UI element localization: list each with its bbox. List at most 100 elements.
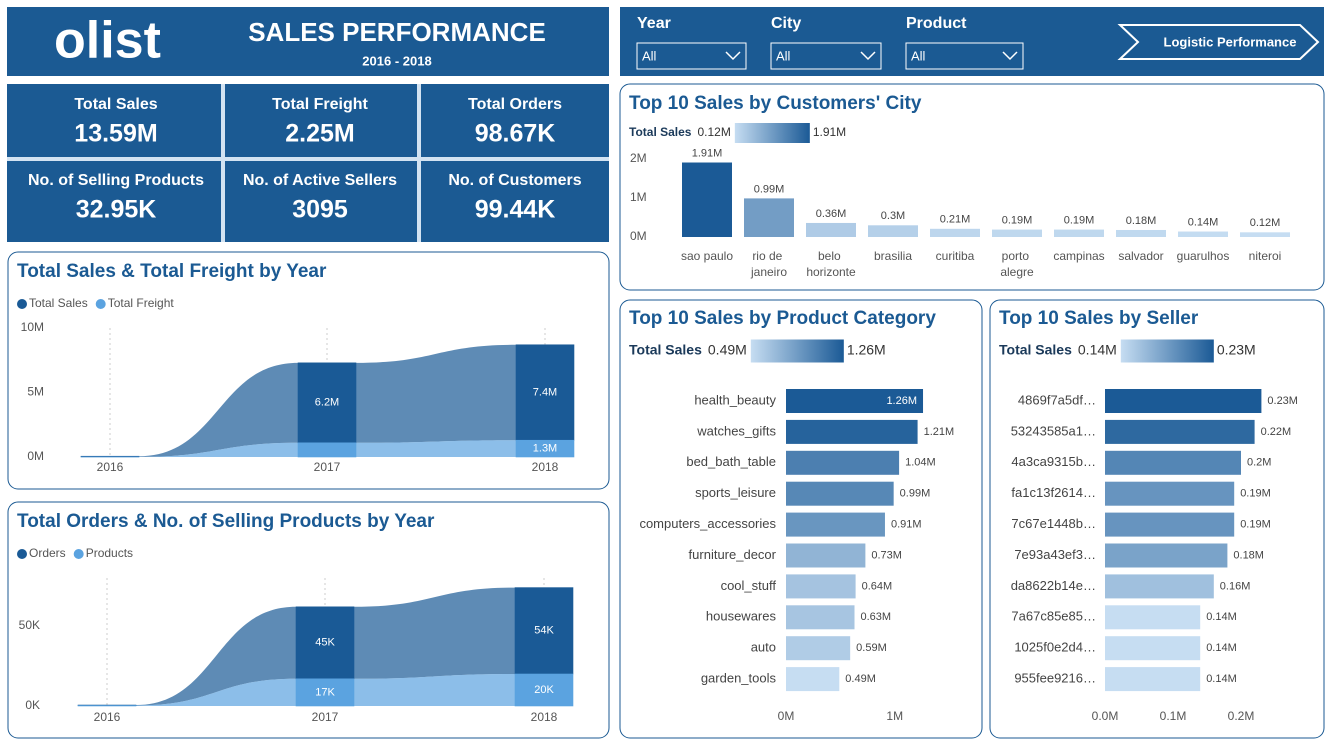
x-tick-label: curitiba — [936, 249, 975, 263]
legend-marker — [17, 549, 27, 559]
data-label: 0.3M — [881, 210, 905, 222]
label-line: rio de — [752, 249, 785, 263]
kpi-value: 32.95K — [76, 196, 157, 224]
kpi-value: 2.25M — [285, 120, 354, 148]
nav-button-label[interactable]: Logistic Performance — [1164, 34, 1297, 49]
bar — [786, 450, 900, 475]
data-label: 1.21M — [924, 426, 955, 438]
label-line: belo — [818, 249, 844, 263]
bar-segment — [515, 439, 575, 458]
x-tick-label: 0.2M — [1228, 709, 1255, 723]
filter-bar — [620, 7, 1324, 76]
x-tick-label: niteroi — [1249, 249, 1282, 263]
color-scale-title: Total Sales — [629, 342, 702, 358]
color-scale-min: 0.49M — [708, 342, 747, 358]
filter-dropdown[interactable] — [770, 42, 882, 70]
data-label: 0.73M — [871, 549, 902, 561]
x-tick-label: 2018 — [531, 710, 558, 724]
legend-label: Products — [86, 546, 133, 560]
category-label: 4869f7a5df… — [1018, 392, 1096, 407]
bar — [786, 543, 866, 568]
kpi-label: No. of Customers — [448, 172, 581, 189]
bar — [786, 481, 894, 506]
x-tick-label: 2017 — [314, 460, 341, 474]
bar-segment — [514, 673, 574, 707]
kpi-label: No. of Active Sellers — [243, 172, 397, 189]
legend-label: Total Freight — [108, 296, 175, 310]
data-label: 0.16M — [1220, 580, 1251, 592]
bar — [786, 667, 840, 692]
data-label: 45K — [315, 637, 335, 649]
category-label: 1025f0e2d4… — [1014, 640, 1096, 655]
filter-value: All — [642, 48, 657, 63]
data-label: 0.12M — [1250, 217, 1281, 229]
category-label: computers_accessories — [639, 516, 776, 531]
category-label: housewares — [706, 609, 777, 624]
y-tick-label: 5M — [27, 385, 44, 399]
category-label: fa1c13f2614… — [1011, 485, 1096, 500]
data-label: 1.91M — [692, 147, 723, 159]
ribbon — [139, 362, 298, 457]
nav-button-shape[interactable] — [1117, 24, 1320, 60]
label-line: porto — [1002, 249, 1033, 263]
bar — [786, 605, 855, 630]
data-label: 0.36M — [816, 208, 847, 220]
legend-marker — [95, 299, 106, 309]
bar — [1105, 574, 1214, 599]
chart-title: Total Orders & No. of Selling Products b… — [17, 511, 435, 532]
dropdown-chevron — [1002, 51, 1018, 61]
color-scale-bar — [750, 339, 844, 363]
ribbon — [136, 606, 296, 706]
data-label: 1.26M — [886, 395, 917, 407]
x-tick-label: belo horizonte — [806, 249, 856, 279]
bar — [786, 574, 856, 599]
category-label: bed_bath_table — [686, 454, 776, 469]
bar-segment — [514, 587, 574, 675]
data-label: 1.3M — [533, 443, 557, 455]
data-label: 0.14M — [1188, 216, 1219, 228]
data-label: 0.64M — [862, 580, 893, 592]
x-tick-label: porto alegre — [1000, 249, 1034, 279]
data-label: 0.18M — [1233, 549, 1264, 561]
label-line: horizonte — [806, 265, 856, 279]
x-tick-label: 0.0M — [1092, 709, 1119, 723]
bar — [786, 419, 918, 444]
color-scale-min: 0.14M — [1078, 342, 1117, 358]
data-label: 0.14M — [1206, 642, 1237, 654]
data-label: 6.2M — [315, 397, 339, 409]
kpi-label: Total Freight — [272, 96, 368, 113]
category-label: watches_gifts — [696, 423, 776, 438]
filter-label: City — [771, 15, 801, 32]
y-tick-label: 10M — [21, 320, 44, 334]
header-background — [7, 7, 609, 76]
filter-dropdown[interactable] — [905, 42, 1024, 70]
bar — [1105, 667, 1201, 692]
bar — [1105, 419, 1255, 444]
chart-title: Top 10 Sales by Customers' City — [629, 93, 922, 114]
x-tick-label: salvador — [1118, 249, 1163, 263]
data-label: 0.2M — [1247, 457, 1271, 469]
color-scale-min: 0.12M — [697, 125, 730, 139]
data-label: 1.04M — [905, 457, 936, 469]
x-tick-label: 1M — [886, 709, 903, 723]
x-tick-label: campinas — [1053, 249, 1104, 263]
category-label: 955fee9216… — [1014, 671, 1096, 686]
bar — [930, 228, 980, 237]
data-label: 54K — [534, 625, 554, 637]
color-scale-title: Total Sales — [999, 342, 1072, 358]
data-label: 0.59M — [856, 642, 887, 654]
bar-segment — [295, 678, 355, 707]
data-label: 0.19M — [1064, 214, 1095, 226]
dashboard-subtitle: 2016 - 2018 — [362, 53, 431, 68]
bar — [744, 198, 794, 237]
filter-dropdown[interactable] — [636, 42, 747, 70]
category-label: 7e93a43ef3… — [1014, 547, 1096, 562]
data-label: 0.63M — [861, 611, 892, 623]
data-label: 0.22M — [1261, 426, 1292, 438]
chart-title: Total Sales & Total Freight by Year — [17, 261, 327, 282]
bar-segment — [297, 442, 357, 458]
bar — [1105, 605, 1201, 630]
kpi-value: 99.44K — [475, 196, 556, 224]
category-label: da8622b14e… — [1011, 578, 1096, 593]
